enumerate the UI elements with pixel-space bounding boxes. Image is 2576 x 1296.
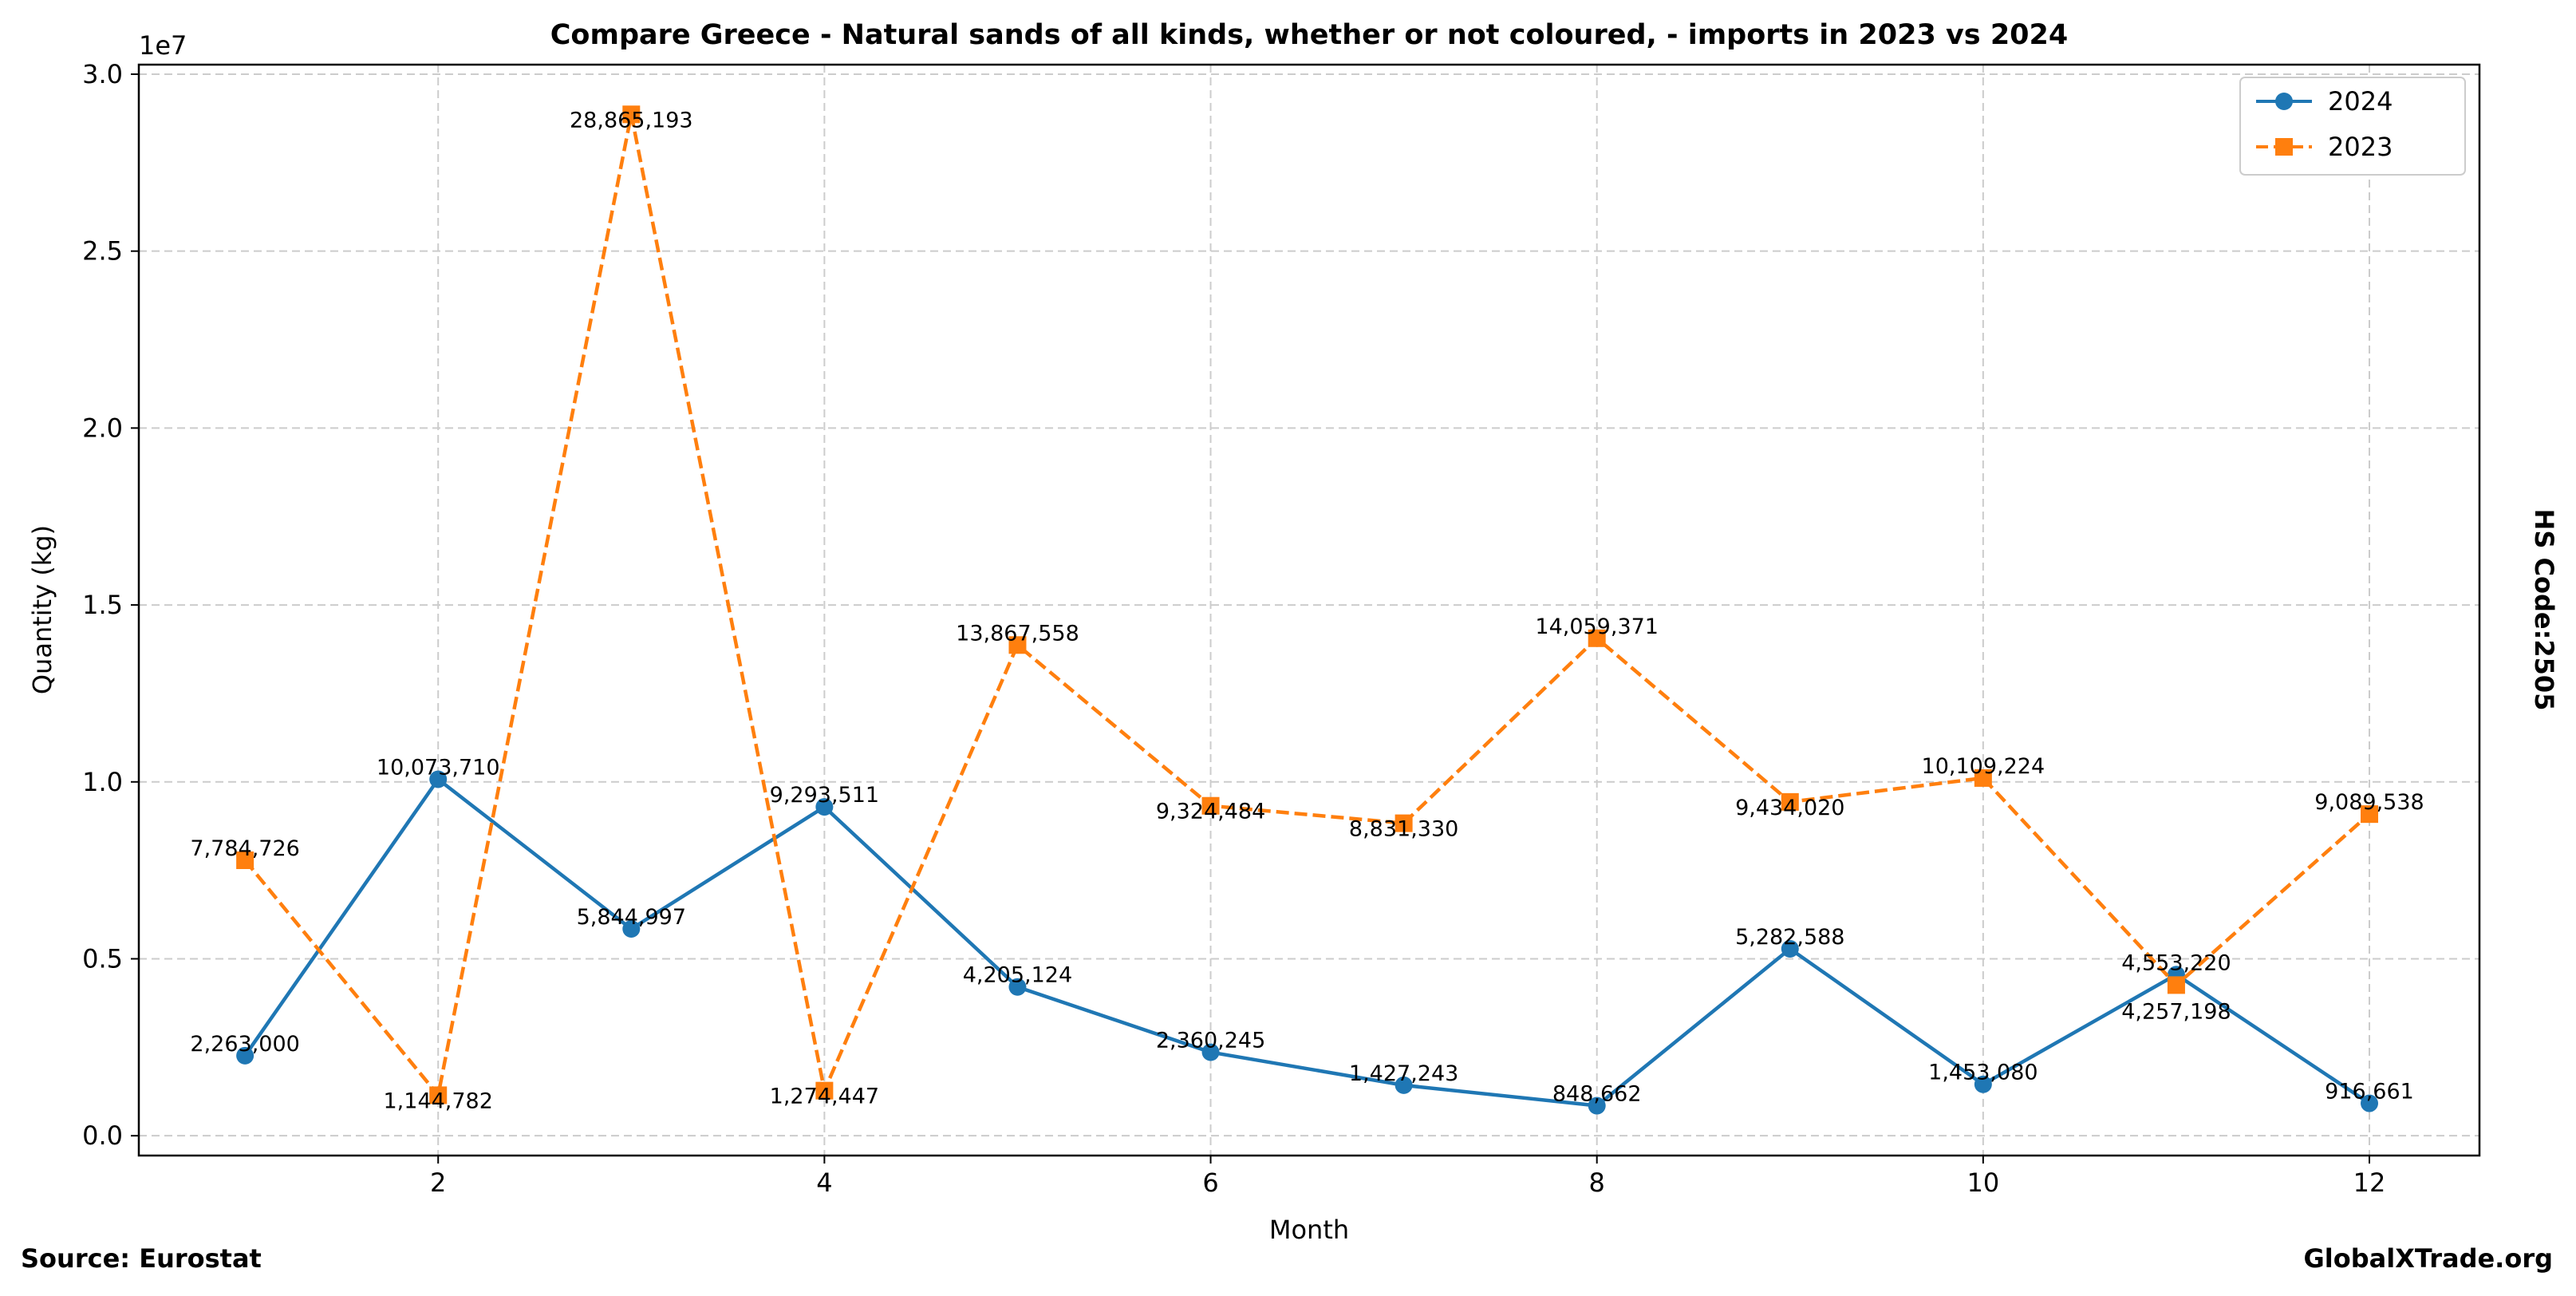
data-point-2023 [1201, 796, 1220, 815]
plot-frame [137, 63, 2481, 1157]
x-tick-label: 4 [816, 1168, 832, 1198]
data-point-2023 [1588, 629, 1606, 647]
x-tick-label: 2 [430, 1168, 446, 1198]
axis-ticks: 2 4 6 8 10 12 0.0 0.5 1.0 1.5 2.0 2.5 3.0 [82, 59, 2385, 1198]
data-label-2024: 5,844,997 [577, 905, 686, 930]
series-lines [236, 105, 2379, 1115]
source-label: Source: Eurostat [21, 1243, 262, 1274]
data-point-2024 [2361, 1094, 2379, 1112]
data-label-2023: 7,784,726 [190, 836, 299, 861]
data-label-2023: 14,059,371 [1535, 614, 1659, 639]
legend-label-2023: 2023 [2328, 132, 2393, 162]
data-label-2023: 9,324,484 [1156, 800, 1265, 824]
data-label-2024: 1,427,243 [1349, 1061, 1458, 1086]
data-point-2023 [236, 851, 254, 869]
data-point-2024 [1201, 1043, 1220, 1061]
y-tick-label: 2.0 [82, 413, 123, 443]
data-label-2023: 9,089,538 [2314, 790, 2424, 815]
data-point-2024 [1395, 1076, 1413, 1094]
data-label-2023: 1,274,447 [770, 1085, 879, 1109]
data-label-2023: 28,865,193 [570, 108, 693, 132]
data-point-2024 [429, 770, 448, 788]
data-label-2024: 5,282,588 [1735, 925, 1844, 950]
legend: 2024 2023 [2239, 77, 2466, 176]
data-point-2023 [1395, 814, 1413, 832]
data-label-2024: 916,661 [2325, 1080, 2414, 1104]
y-tick-label: 0.0 [82, 1120, 123, 1151]
x-tick-label: 10 [1967, 1168, 1999, 1198]
x-axis-label: Month [1269, 1215, 1349, 1245]
y-tick-label: 0.5 [82, 943, 123, 974]
data-point-2024 [236, 1046, 254, 1065]
data-label-2024: 10,073,710 [377, 756, 500, 780]
data-point-2024 [1781, 939, 1799, 958]
y-tick-label: 1.0 [82, 767, 123, 797]
x-tick-label: 6 [1202, 1168, 1218, 1198]
data-label-2024: 1,453,080 [1928, 1061, 2038, 1085]
data-point-2024 [1588, 1096, 1606, 1115]
y-tick-label: 2.5 [82, 236, 123, 267]
x-tick-label: 12 [2353, 1168, 2386, 1198]
data-point-2023 [429, 1086, 448, 1104]
data-label-2023: 9,434,020 [1735, 796, 1844, 820]
data-label-2024: 2,360,245 [1156, 1029, 1265, 1053]
data-label-2024: 848,662 [1552, 1082, 1642, 1107]
data-label-2024: 2,263,000 [190, 1032, 299, 1057]
data-label-2024: 9,293,511 [770, 783, 879, 808]
data-point-2023 [2167, 976, 2185, 994]
data-point-2024 [815, 798, 834, 816]
y-tick-label: 1.5 [82, 590, 123, 620]
series-line-2024 [243, 776, 2371, 1108]
data-point-2023 [1781, 792, 1799, 811]
data-label-2024: 4,205,124 [963, 963, 1072, 988]
x-tick-label: 8 [1589, 1168, 1605, 1198]
y-tick-label: 3.0 [82, 59, 123, 89]
data-point-2024 [1974, 1075, 1992, 1093]
data-point-2023 [1008, 636, 1027, 654]
data-label-2024: 4,553,220 [2121, 950, 2231, 975]
legend-marker-2023 [2275, 138, 2293, 156]
data-point-2023 [815, 1081, 834, 1100]
data-point-2023 [622, 105, 641, 124]
data-point-2024 [622, 920, 641, 938]
data-label-2023: 10,109,224 [1922, 754, 2045, 779]
data-label-2023: 8,831,330 [1349, 817, 1458, 842]
legend-marker-2024 [2275, 93, 2293, 110]
data-labels: 2,263,000 10,073,710 5,844,997 9,293,511 4,2… [190, 108, 2424, 1113]
grid [139, 65, 2479, 1156]
chart-title: Compare Greece - Natural sands of all ki… [550, 19, 2068, 51]
data-point-2024 [1008, 978, 1027, 996]
data-label-2023: 13,867,558 [956, 621, 1079, 646]
y-offset-label: 1e7 [139, 30, 187, 61]
data-label-2023: 4,257,198 [2121, 999, 2231, 1024]
series-line-2023 [243, 113, 2371, 1100]
data-label-2023: 1,144,782 [384, 1089, 493, 1113]
data-point-2023 [1974, 769, 1992, 787]
hs-code-label: HS Code:2505 [2529, 509, 2559, 711]
y-axis-label: Quantity (kg) [27, 525, 57, 694]
brand-label: GlobalXTrade.org [2304, 1243, 2553, 1274]
data-point-2023 [2361, 805, 2379, 824]
legend-label-2024: 2024 [2328, 86, 2393, 117]
